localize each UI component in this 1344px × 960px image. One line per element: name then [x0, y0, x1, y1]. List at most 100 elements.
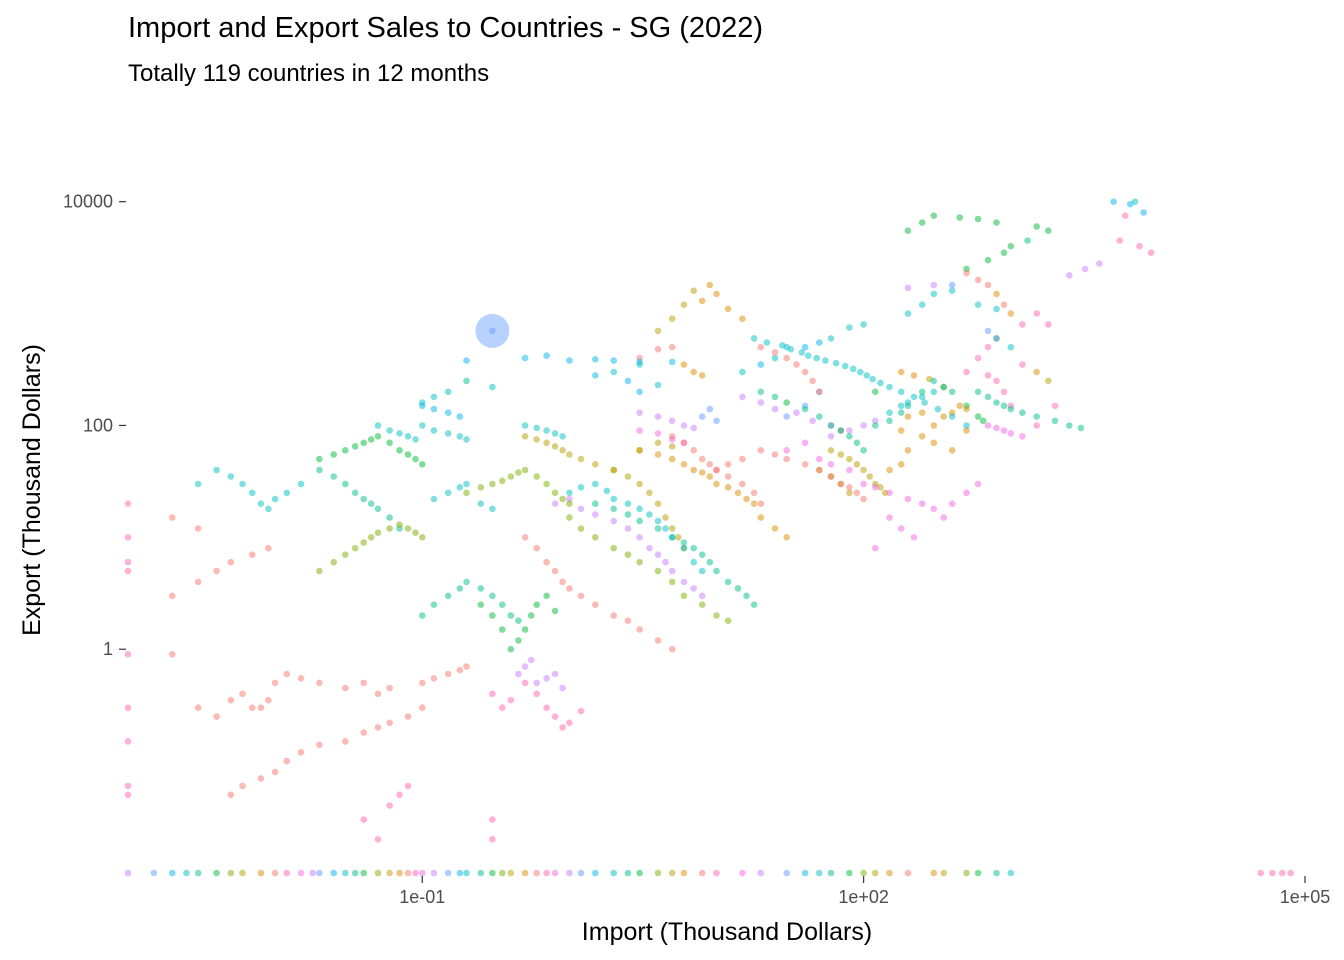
data-point	[930, 439, 938, 447]
data-point	[646, 544, 653, 552]
data-point	[904, 447, 912, 454]
data-point	[636, 626, 643, 633]
data-point	[239, 480, 246, 488]
data-point	[1269, 869, 1276, 877]
data-point	[757, 388, 765, 396]
data-point	[1045, 321, 1052, 328]
data-point	[412, 436, 419, 443]
data-point	[283, 670, 291, 678]
data-point	[801, 343, 809, 351]
data-point	[297, 749, 305, 756]
data-point	[521, 626, 529, 633]
data-point	[948, 281, 956, 289]
data-point	[897, 388, 905, 396]
data-point	[739, 480, 746, 488]
data-point	[444, 869, 452, 877]
data-point	[527, 612, 535, 619]
data-point	[827, 473, 835, 480]
data-point	[1024, 237, 1031, 244]
data-point	[430, 405, 438, 413]
data-point	[360, 679, 368, 687]
data-point	[430, 869, 438, 877]
data-point	[316, 455, 323, 463]
data-point	[577, 707, 585, 715]
data-point	[249, 489, 256, 497]
data-point	[963, 422, 970, 429]
data-point	[396, 521, 403, 528]
data-point	[521, 466, 529, 474]
data-point	[930, 388, 938, 396]
data-point	[489, 505, 496, 513]
data-point	[1033, 223, 1040, 230]
data-point	[257, 704, 265, 711]
y-axis-title: Export (Thousand Dollars)	[18, 344, 46, 636]
data-point	[419, 461, 426, 468]
data-point	[521, 679, 529, 687]
data-point	[680, 361, 688, 368]
data-point	[846, 489, 853, 497]
data-point	[419, 612, 426, 619]
data-point	[860, 480, 867, 488]
data-point	[904, 227, 912, 234]
data-point	[124, 651, 132, 658]
data-point	[662, 558, 669, 566]
data-point	[610, 495, 617, 503]
data-point	[1033, 413, 1040, 420]
data-point	[918, 393, 926, 401]
data-point	[257, 775, 265, 782]
data-point	[213, 869, 220, 877]
data-point	[934, 405, 942, 413]
data-point	[265, 544, 272, 552]
data-point	[743, 495, 750, 503]
data-point	[351, 544, 359, 552]
data-point	[636, 505, 643, 513]
data-point	[592, 534, 599, 541]
data-point	[419, 534, 426, 541]
data-point	[477, 601, 485, 608]
data-point	[910, 372, 918, 379]
data-point	[566, 451, 573, 458]
data-point	[930, 869, 938, 877]
data-point	[654, 500, 662, 508]
data-point	[801, 368, 809, 376]
data-point	[918, 388, 926, 396]
data-point	[283, 757, 291, 765]
data-point	[783, 354, 790, 362]
data-point	[809, 417, 816, 425]
data-point	[213, 713, 220, 720]
data-point	[680, 544, 688, 552]
data-point	[610, 869, 617, 877]
data-point	[724, 484, 732, 491]
data-point	[316, 679, 323, 687]
data-point	[624, 500, 632, 508]
data-point	[404, 433, 412, 440]
data-point	[566, 514, 573, 521]
data-point	[463, 436, 470, 443]
data-point	[763, 339, 771, 346]
data-point	[698, 869, 706, 877]
data-point	[698, 469, 706, 476]
y-tick-label: 10000	[63, 192, 113, 212]
data-point	[1066, 272, 1073, 279]
data-point	[872, 422, 879, 429]
data-point	[750, 335, 758, 342]
data-point	[1287, 869, 1294, 877]
data-point	[624, 511, 632, 518]
data-point	[360, 495, 368, 503]
data-point	[1096, 260, 1103, 267]
data-point	[551, 500, 559, 508]
data-point	[227, 558, 235, 566]
data-point	[872, 388, 879, 396]
data-point	[706, 558, 714, 566]
data-point	[698, 567, 706, 575]
data-point	[860, 495, 867, 503]
data-point	[860, 422, 867, 429]
data-point	[921, 399, 928, 406]
data-point	[940, 413, 947, 420]
data-point	[551, 443, 559, 450]
data-point	[860, 869, 867, 877]
data-point	[566, 585, 573, 592]
data-point	[396, 447, 403, 454]
data-point	[444, 592, 452, 600]
data-point	[624, 551, 632, 558]
